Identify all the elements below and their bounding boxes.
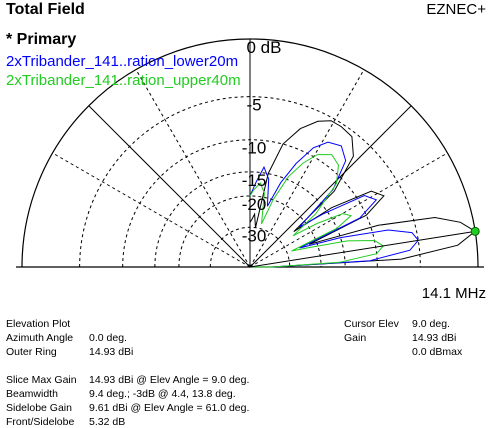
info-right-label-0: Cursor Elev [344,318,399,330]
cursor-marker [470,226,480,236]
ring-0 [21,38,479,268]
spoke-30 [249,152,448,268]
ring-labels: 0 dB -5 -10 -15 -20 -30 [242,38,282,245]
spoke-120 [135,69,251,268]
pattern-curves [249,120,480,268]
stat-value-0: 14.93 dBi @ Elev Angle = 9.0 deg. [89,374,250,386]
ring-5 [209,227,291,268]
ring-label-0: 0 dB [247,38,282,57]
info-right-label-1: Gain [344,332,367,344]
legend-entry-lower20m: 2xTribander_141..ration_lower20m [6,53,239,70]
gain-value: 14.93 dBi [412,332,457,344]
series-1-pattern [249,141,419,268]
polar-plot[interactable]: 0 dB -5 -10 -15 -20 -30 [0,22,492,280]
ring-4 [178,195,322,268]
ring-label-1: -5 [246,96,261,115]
ring-label-2: -10 [242,139,267,158]
azimuth-value: 0.0 deg. [89,332,127,344]
ring-label-3: -15 [242,171,267,190]
plot-title: Total Field [6,1,85,18]
spoke-60 [249,69,365,268]
stat-value-1: 9.4 deg.; -3dB @ 4.4, 13.8 deg. [89,388,236,400]
ring-1 [79,96,421,268]
frequency-readout: 14.1 MHz [421,285,486,302]
ring-label-5: -30 [242,226,267,245]
ring-label-4: -20 [242,195,267,214]
polar-grid [16,38,484,268]
stat-value-3: 5.32 dB [89,416,126,428]
stat-value-2: 9.61 dBi @ Elev Angle = 61.0 deg. [89,402,250,414]
stat-label-2: Sidelobe Gain [6,402,72,414]
spoke-45 [249,105,412,268]
app-brand: EZNEC+ [426,1,486,18]
spoke-150 [52,152,251,268]
dbmax-value: 0.0 dBmax [412,346,463,358]
legend-primary: * Primary [6,31,77,48]
stat-label-0: Slice Max Gain [6,374,77,386]
info-left-label-1: Azimuth Angle [6,332,74,344]
cursor-line [249,230,476,268]
stat-label-1: Beamwidth [6,388,58,400]
outer-ring-value: 14.93 dBi [89,346,134,358]
info-left-label-0: Elevation Plot [6,318,71,330]
stat-label-3: Front/Sidelobe [6,416,75,428]
spoke-135 [88,105,251,268]
ring-2 [122,139,378,268]
ring-3 [154,171,346,268]
info-left-label-2: Outer Ring [6,346,57,358]
series-0-pattern [249,120,477,268]
legend-entry-upper40m: 2xTribander_141..ration_upper40m [6,72,241,89]
cursor-elev-value: 9.0 deg. [412,318,450,330]
series-2-pattern [249,154,385,268]
